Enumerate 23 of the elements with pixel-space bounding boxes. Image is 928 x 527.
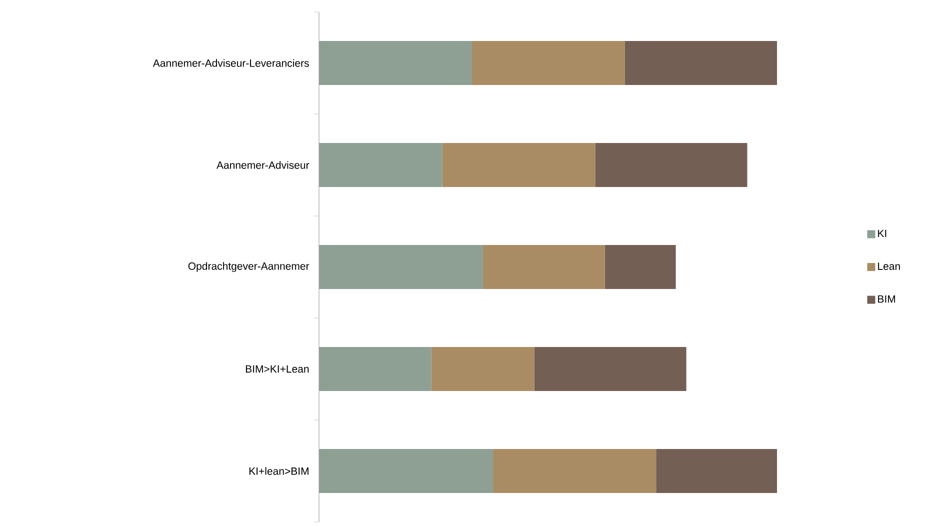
y-tick-label: Opdrachtgever-Aannemer <box>188 262 310 272</box>
bar <box>534 347 686 392</box>
legend-label: BIM <box>878 295 896 303</box>
bar <box>656 449 778 494</box>
bar <box>319 143 442 188</box>
legend-label: Lean <box>878 262 900 270</box>
y-tick-label: KI+lean>BIM <box>249 467 308 475</box>
bar <box>442 143 596 188</box>
bar <box>319 347 432 392</box>
bar <box>604 245 676 290</box>
bar <box>624 41 778 86</box>
bar <box>319 41 472 86</box>
y-tick-label: BIM>KI+Lean <box>246 365 309 373</box>
y-tick-label: Aannemer-Adviseur-Leveranciers <box>152 59 309 67</box>
bar <box>482 245 605 290</box>
legend-label: KI <box>878 230 886 238</box>
bar <box>319 245 483 290</box>
bar <box>472 41 625 86</box>
bar <box>431 347 534 392</box>
bar <box>595 143 748 188</box>
bar <box>493 449 656 494</box>
bar <box>319 449 494 494</box>
y-tick-label: Aannemer-Adviseur <box>216 161 310 169</box>
